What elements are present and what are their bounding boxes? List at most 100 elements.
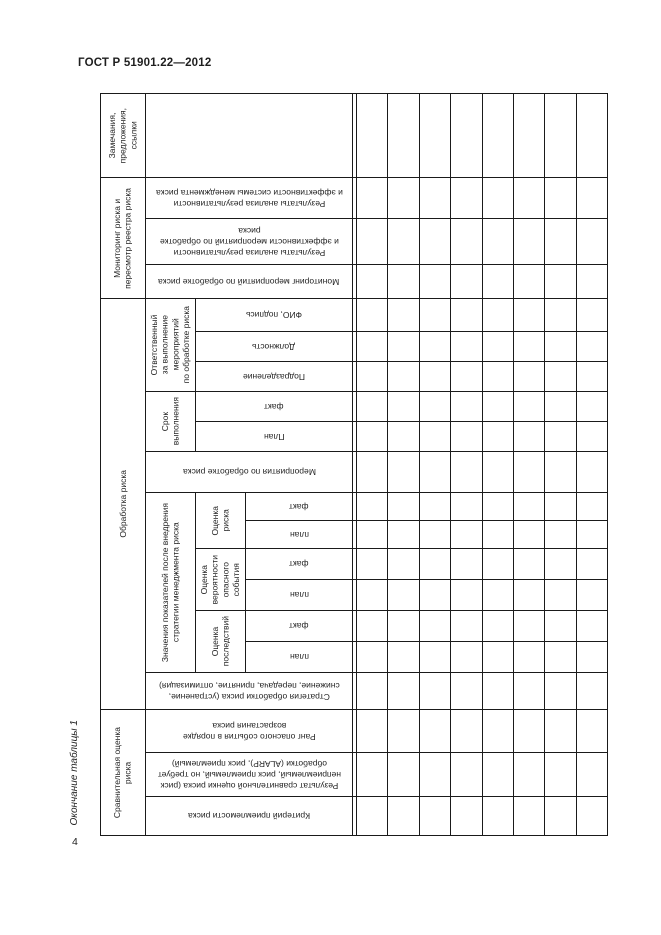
- page-number: 4: [72, 836, 78, 848]
- header-risk-plan-label: план: [289, 530, 309, 541]
- data-cell: [419, 362, 452, 392]
- data-cell: [482, 580, 514, 611]
- header-consequence-group: Оценка последствий: [196, 611, 246, 673]
- data-cell: [451, 549, 483, 580]
- data-cell: [576, 219, 609, 265]
- data-cell: [545, 797, 577, 836]
- data-cell: [513, 332, 546, 362]
- data-cell: [388, 219, 420, 265]
- data-cell: [419, 753, 452, 797]
- header-consequence-fact-label: факт: [289, 621, 309, 632]
- data-cell: [513, 549, 546, 580]
- data-cell: [419, 94, 452, 178]
- header-probability-plan: план: [246, 580, 353, 611]
- data-cell: [357, 265, 389, 299]
- data-cell: [357, 580, 389, 611]
- data-cell: [357, 710, 389, 753]
- data-cell: [513, 493, 546, 521]
- header-separator-cell: [353, 710, 357, 753]
- risk-register-table: Замечания, предложения, ссылки Мониторин…: [100, 93, 609, 836]
- header-comparative-group: Сравнительная оценка риска: [101, 710, 146, 836]
- data-cell: [513, 642, 546, 673]
- data-cell: [388, 642, 420, 673]
- data-cell: [357, 422, 389, 452]
- data-cell: [357, 219, 389, 265]
- header-separator-cell: [353, 178, 357, 219]
- data-cell: [388, 797, 420, 836]
- data-cell: [545, 219, 577, 265]
- data-cell: [451, 265, 483, 299]
- data-cell: [576, 94, 609, 178]
- header-probability-group-label: Оценка вероятности опасного события: [199, 554, 242, 605]
- data-cell: [482, 265, 514, 299]
- header-strategy: Стратегия обработки риска (устранение, с…: [146, 673, 353, 710]
- header-separator-cell: [353, 422, 357, 452]
- data-cell: [482, 521, 514, 549]
- header-treatment-group: Обработка риска: [101, 299, 146, 710]
- data-cell: [419, 493, 452, 521]
- header-separator-cell: [353, 452, 357, 493]
- header-values-after-group-label: Значения показателей после внедрения стр…: [159, 502, 181, 663]
- data-cell: [576, 422, 609, 452]
- header-department: Подразделение: [196, 362, 353, 392]
- header-term-plan: План: [196, 422, 353, 452]
- data-cell: [482, 362, 514, 392]
- header-actions-label: Мероприятия по обработке риска: [182, 467, 316, 478]
- header-separator-cell: [353, 392, 357, 422]
- data-cell: [357, 521, 389, 549]
- header-risk-assessment-group-label: Оценка риска: [209, 505, 231, 536]
- data-cell: [545, 580, 577, 611]
- data-cell: [482, 422, 514, 452]
- header-monitoring-group: Мониторинг риска и пересмотр реестра рис…: [101, 178, 146, 299]
- data-cell: [451, 299, 483, 332]
- header-separator-cell: [353, 332, 357, 362]
- header-separator-cell: [353, 673, 357, 710]
- header-term-group: Срок выполнения: [146, 392, 196, 452]
- data-cell: [419, 265, 452, 299]
- header-consequence-plan-label: план: [289, 652, 309, 663]
- data-cell: [576, 299, 609, 332]
- data-cell: [513, 753, 546, 797]
- data-cell: [513, 178, 546, 219]
- data-cell: [545, 422, 577, 452]
- data-cell: [482, 299, 514, 332]
- data-cell: [388, 611, 420, 642]
- data-cell: [513, 673, 546, 710]
- data-cell: [419, 521, 452, 549]
- data-cell: [419, 710, 452, 753]
- data-cell: [451, 392, 483, 422]
- header-actions: Мероприятия по обработке риска: [146, 452, 353, 493]
- header-separator-cell: [353, 753, 357, 797]
- data-cell: [357, 332, 389, 362]
- header-separator-cell: [353, 265, 357, 299]
- data-cell: [451, 422, 483, 452]
- data-cell: [419, 673, 452, 710]
- header-risk-plan: план: [246, 521, 353, 549]
- data-cell: [451, 753, 483, 797]
- data-cell: [576, 797, 609, 836]
- data-cell: [482, 452, 514, 493]
- data-cell: [451, 710, 483, 753]
- data-cell: [513, 422, 546, 452]
- data-cell: [576, 673, 609, 710]
- data-cell: [482, 178, 514, 219]
- data-cell: [482, 753, 514, 797]
- data-cell: [576, 493, 609, 521]
- header-position: Должность: [196, 332, 353, 362]
- data-cell: [419, 299, 452, 332]
- data-cell: [451, 94, 483, 178]
- header-risk-fact-label: факт: [289, 502, 309, 513]
- header-separator-cell: [353, 94, 357, 178]
- data-cell: [482, 710, 514, 753]
- data-cell: [545, 332, 577, 362]
- data-cell: [419, 549, 452, 580]
- data-cell: [513, 219, 546, 265]
- data-cell: [482, 332, 514, 362]
- header-fio-signature: ФИО, подпись: [196, 299, 353, 332]
- header-criteria: Критерий приемлемости риска: [146, 797, 353, 836]
- data-cell: [419, 332, 452, 362]
- header-separator-cell: [353, 362, 357, 392]
- header-separator-cell: [353, 549, 357, 580]
- data-cell: [545, 611, 577, 642]
- data-cell: [388, 580, 420, 611]
